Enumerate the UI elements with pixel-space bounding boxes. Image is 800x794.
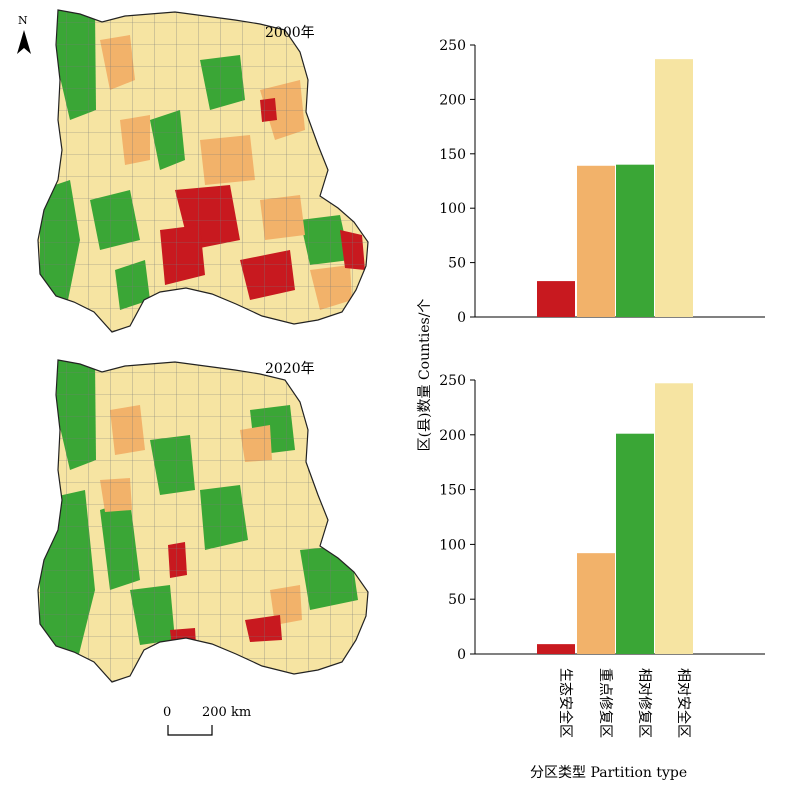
category-label-2: 相对修复区 xyxy=(636,668,653,738)
map-2020-year-label: 2020年 xyxy=(265,361,315,377)
north-label: N xyxy=(18,14,28,27)
chart-0-bar-2 xyxy=(616,164,654,317)
y-axis-label-wrap: 区(县)数量 Counties/个 xyxy=(412,298,436,452)
map-2020-graphic xyxy=(37,359,369,683)
category-label-0: 生态安全区 xyxy=(557,668,574,738)
x-axis-label: 分区类型 Partition type xyxy=(530,765,688,781)
chart-1-y-tick-label: 50 xyxy=(448,592,466,608)
chart-1-bar-2 xyxy=(616,433,654,654)
chart-0-y-tick-label: 250 xyxy=(439,38,466,54)
map-2000-year-label: 2000年 xyxy=(265,25,315,41)
scale-end-label: 200 km xyxy=(202,705,252,720)
scale-bar-line xyxy=(167,725,213,736)
chart-0-y-tick-label: 150 xyxy=(439,147,466,163)
chart-1-y-tick-label: 150 xyxy=(439,483,466,499)
map-2000-graphic xyxy=(37,9,369,333)
map-2020: 2020年 xyxy=(0,350,400,700)
map-2000: 2000年 xyxy=(0,0,400,350)
chart-0-y-tick-label: 100 xyxy=(439,201,466,217)
scale-zero-label: 0 xyxy=(163,705,172,720)
north-arrow: N xyxy=(14,14,34,56)
bar-charts: 0 50 100 150 200 250 0 50 100 150 200 250 生态安全区 重点修复区… xyxy=(439,38,765,738)
chart-0-bar-1 xyxy=(577,165,615,317)
category-label-1: 重点修复区 xyxy=(597,668,614,738)
chart-0-bar-3 xyxy=(655,59,693,317)
chart-1-y-tick-label: 0 xyxy=(457,647,466,663)
chart-0-y-tick-label: 200 xyxy=(439,92,466,108)
y-axis-label: 区(县)数量 Counties/个 xyxy=(417,298,433,452)
north-arrow-icon xyxy=(17,30,31,54)
scale-bar: 0 200 km xyxy=(160,705,260,745)
chart-1-y-tick-label: 200 xyxy=(439,428,466,444)
chart-1-y-tick-label: 100 xyxy=(439,537,466,553)
category-label-3: 相对安全区 xyxy=(675,668,692,738)
chart-0-y-tick-label: 50 xyxy=(448,256,466,272)
chart-0-bar-0 xyxy=(537,281,575,317)
chart-1-bar-1 xyxy=(577,553,615,654)
chart-1-y-tick-label: 250 xyxy=(439,373,466,389)
chart-0-y-tick-label: 0 xyxy=(457,310,466,326)
chart-1-bar-3 xyxy=(655,383,693,654)
chart-1-bar-0 xyxy=(537,644,575,654)
